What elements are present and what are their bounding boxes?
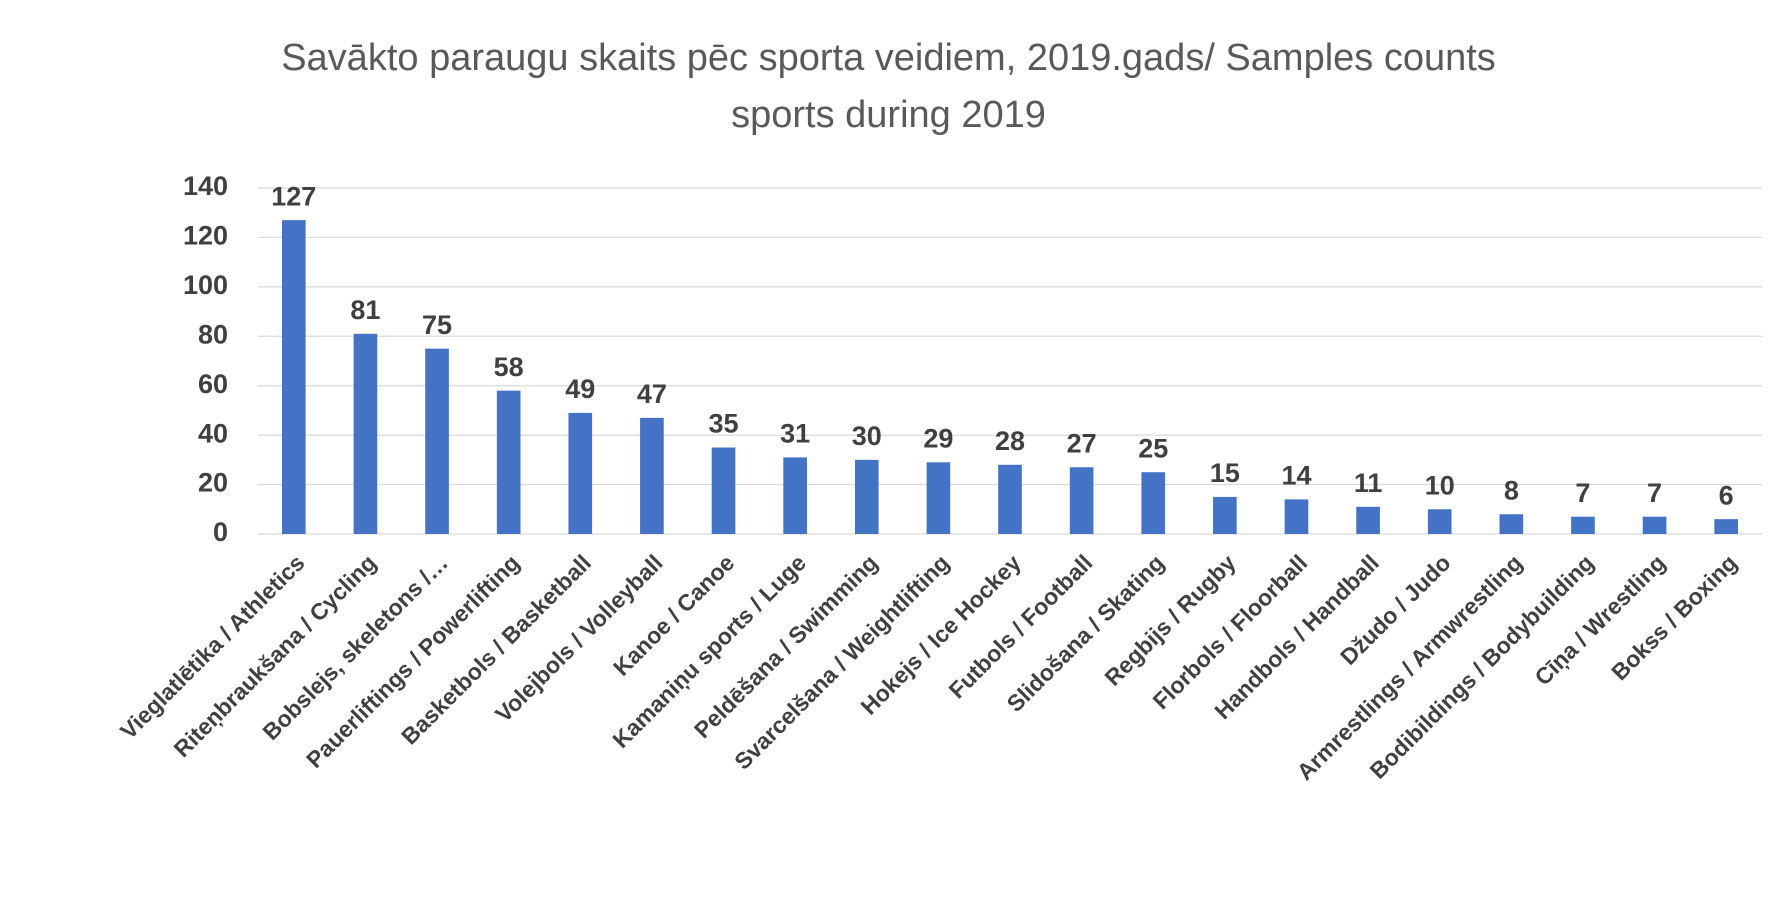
y-tick-label: 140 xyxy=(183,171,228,201)
data-label: 49 xyxy=(565,374,595,404)
bar xyxy=(568,412,593,534)
bar xyxy=(711,447,736,534)
data-label: 7 xyxy=(1575,478,1590,508)
data-label: 35 xyxy=(709,409,739,439)
data-label: 30 xyxy=(852,421,882,451)
data-label: 8 xyxy=(1504,475,1519,505)
x-tick-label: Kanoe / Canoe xyxy=(608,549,739,680)
data-label: 27 xyxy=(1067,428,1097,458)
bar xyxy=(640,417,664,534)
y-tick-label: 80 xyxy=(198,319,228,349)
data-label: 25 xyxy=(1138,433,1168,463)
bar xyxy=(1714,519,1739,534)
bar xyxy=(854,459,879,534)
data-label: 15 xyxy=(1210,458,1240,488)
bar xyxy=(1213,496,1237,534)
y-tick-label: 100 xyxy=(183,270,228,300)
chart-title: Savākto paraugu skaits pēc sporta veidie… xyxy=(281,37,1496,136)
data-label: 75 xyxy=(422,310,452,340)
y-tick-label: 40 xyxy=(198,418,228,448)
data-label: 47 xyxy=(637,379,667,409)
x-tick-label: Bokss / Boxing xyxy=(1606,549,1742,685)
bar xyxy=(1642,516,1667,534)
bar xyxy=(783,457,807,534)
bar xyxy=(1499,514,1524,534)
data-label: 58 xyxy=(494,352,524,382)
data-label: 31 xyxy=(780,419,810,449)
x-tick-label: Regbijs / Rugby xyxy=(1099,549,1240,690)
bar xyxy=(1069,467,1094,534)
data-label: 7 xyxy=(1647,478,1662,508)
bar xyxy=(281,220,306,534)
data-label: 6 xyxy=(1719,480,1734,510)
bar xyxy=(926,462,951,534)
bar xyxy=(1141,472,1166,534)
bar xyxy=(1356,506,1380,534)
data-label: 127 xyxy=(271,181,316,211)
data-label: 28 xyxy=(995,426,1025,456)
bar xyxy=(1284,499,1309,534)
data-label: 14 xyxy=(1281,461,1311,491)
y-tick-label: 120 xyxy=(183,221,228,251)
bar xyxy=(1427,509,1452,534)
bar xyxy=(998,464,1022,534)
y-tick-label: 0 xyxy=(213,517,228,547)
bar xyxy=(1571,516,1595,534)
y-tick-label: 60 xyxy=(198,369,228,399)
data-label: 81 xyxy=(350,295,380,325)
data-label: 11 xyxy=(1354,468,1383,498)
data-label: 29 xyxy=(923,423,953,453)
bar xyxy=(425,348,449,534)
y-tick-label: 20 xyxy=(198,468,228,498)
bar xyxy=(353,333,378,534)
bar xyxy=(496,390,521,534)
x-tick-label: Cīņa / Wrestling xyxy=(1529,549,1670,690)
data-label: 10 xyxy=(1425,470,1455,500)
